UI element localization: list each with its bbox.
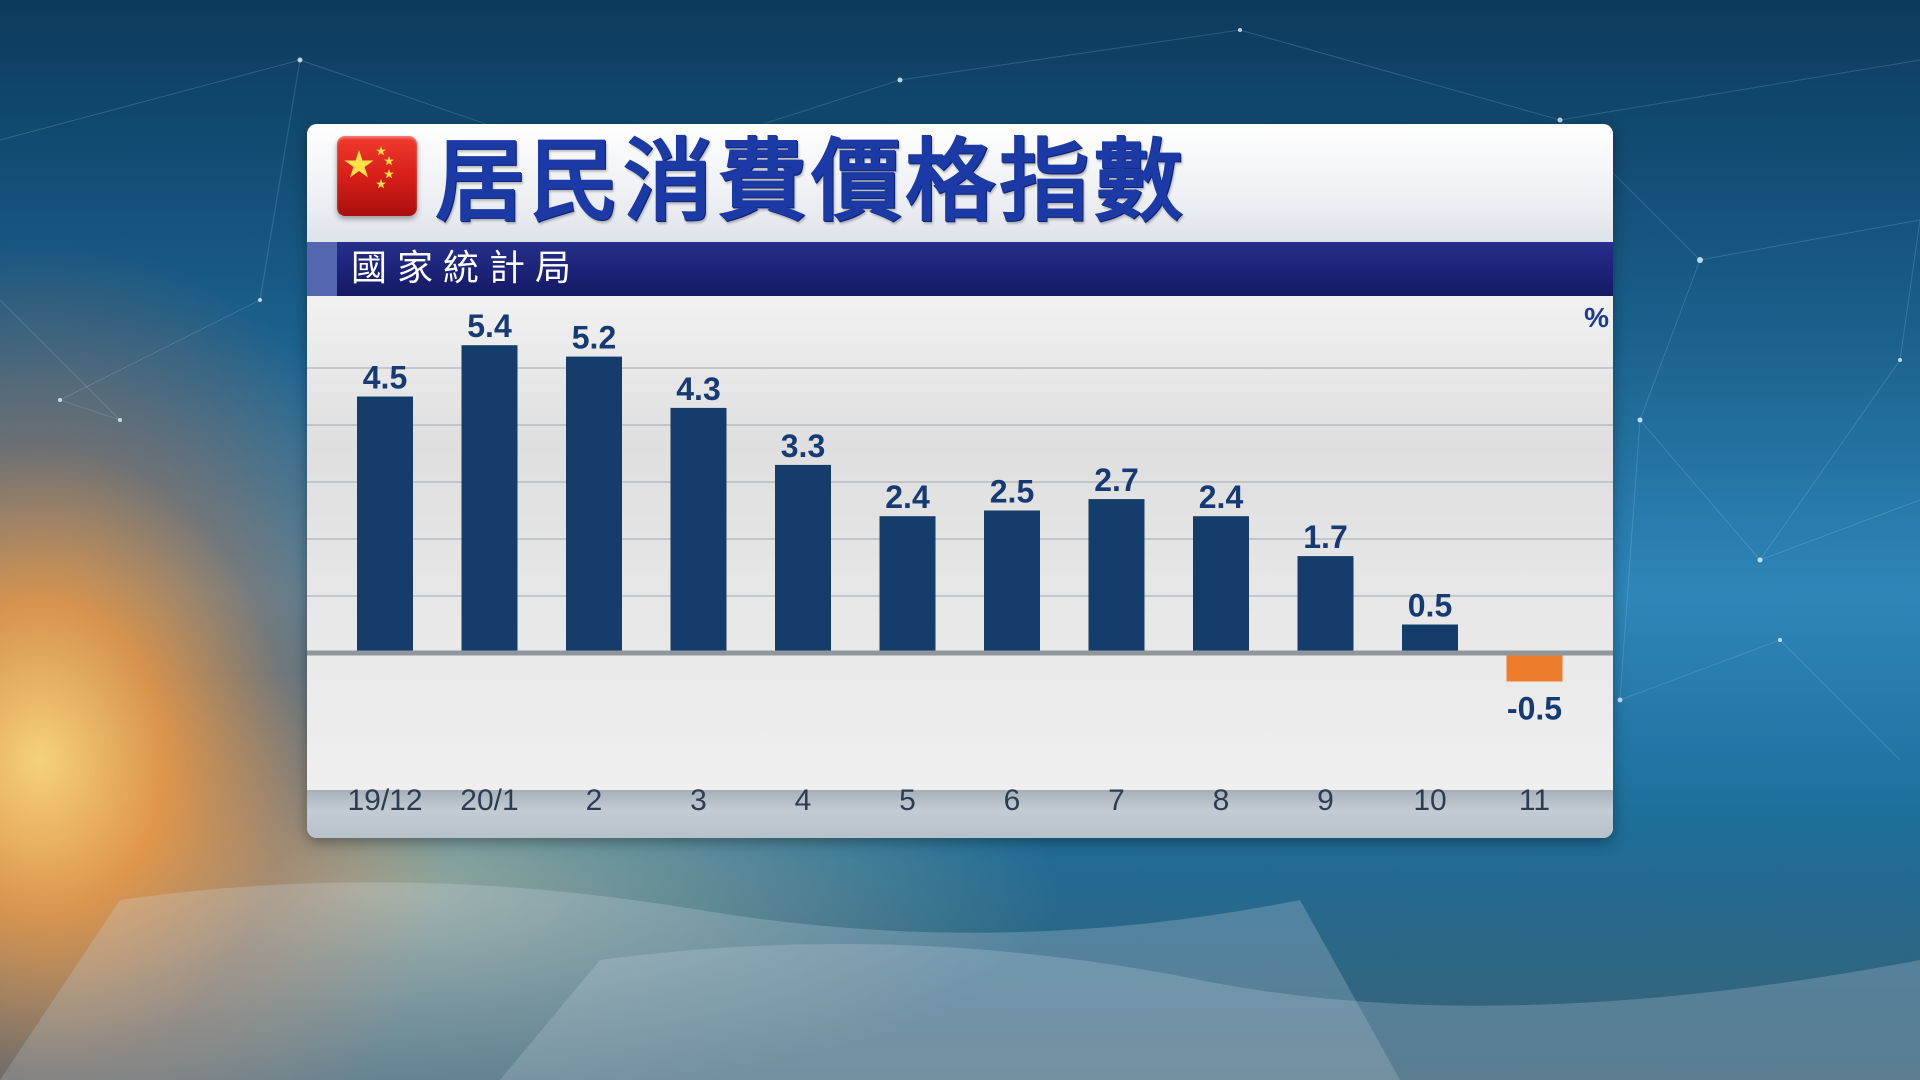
chart-header: [307, 124, 1613, 242]
bar-value-label: -0.5: [1507, 691, 1562, 727]
bar: [670, 407, 727, 653]
category-label: 8: [1213, 784, 1230, 817]
bar-value-label: 4.5: [363, 360, 407, 396]
source-bar: [307, 242, 1613, 296]
bar-value-label: 2.4: [885, 479, 930, 515]
bar: [461, 345, 518, 653]
chart-panel: 居民消費價格指數 國家統計局 % 4.5 19/12 5.4 20/1 5.2 2 4.3 3…: [307, 124, 1613, 838]
bar-chart: 4.5 19/12 5.4 20/1 5.2 2 4.3 3 3.3 4 2.4 5 2.5 6 2.7 7 2…: [307, 308, 1613, 817]
chart-title: 居民消費價格指數: [435, 129, 1187, 234]
source-label: 國家統計局: [351, 248, 582, 289]
china-flag-icon: [337, 136, 417, 216]
category-label: 2: [586, 784, 603, 817]
bar-value-label: 5.4: [467, 308, 512, 344]
bar: [879, 516, 936, 653]
bar: [1297, 556, 1354, 653]
bar-value-label: 2.5: [990, 474, 1034, 510]
unit-label: %: [1584, 302, 1609, 333]
bar: [357, 396, 413, 653]
category-label: 4: [795, 784, 812, 817]
bar-value-label: 0.5: [1408, 588, 1452, 624]
bar: [1088, 499, 1145, 653]
bar-value-label: 2.4: [1199, 479, 1244, 515]
bar: [775, 464, 831, 653]
category-label: 20/1: [460, 784, 518, 817]
bar: [1506, 653, 1563, 682]
category-label: 19/12: [347, 784, 422, 817]
category-label: 7: [1108, 784, 1125, 817]
bar: [1193, 516, 1249, 653]
bar: [984, 510, 1040, 653]
bar-value-label: 1.7: [1303, 519, 1347, 555]
bar-value-label: 3.3: [781, 428, 825, 464]
category-label: 10: [1413, 784, 1446, 817]
category-label: 9: [1317, 784, 1334, 817]
category-label: 5: [899, 784, 916, 817]
source-bar-accent: [307, 242, 337, 296]
category-label: 6: [1004, 784, 1021, 817]
x-axis-band: [307, 792, 1613, 838]
bar: [566, 356, 622, 653]
bar: [1402, 624, 1458, 653]
bar-value-label: 4.3: [676, 371, 720, 407]
category-label: 11: [1519, 784, 1550, 817]
bar-value-label: 5.2: [572, 320, 616, 356]
category-label: 3: [690, 784, 707, 817]
bar-value-label: 2.7: [1094, 462, 1138, 498]
